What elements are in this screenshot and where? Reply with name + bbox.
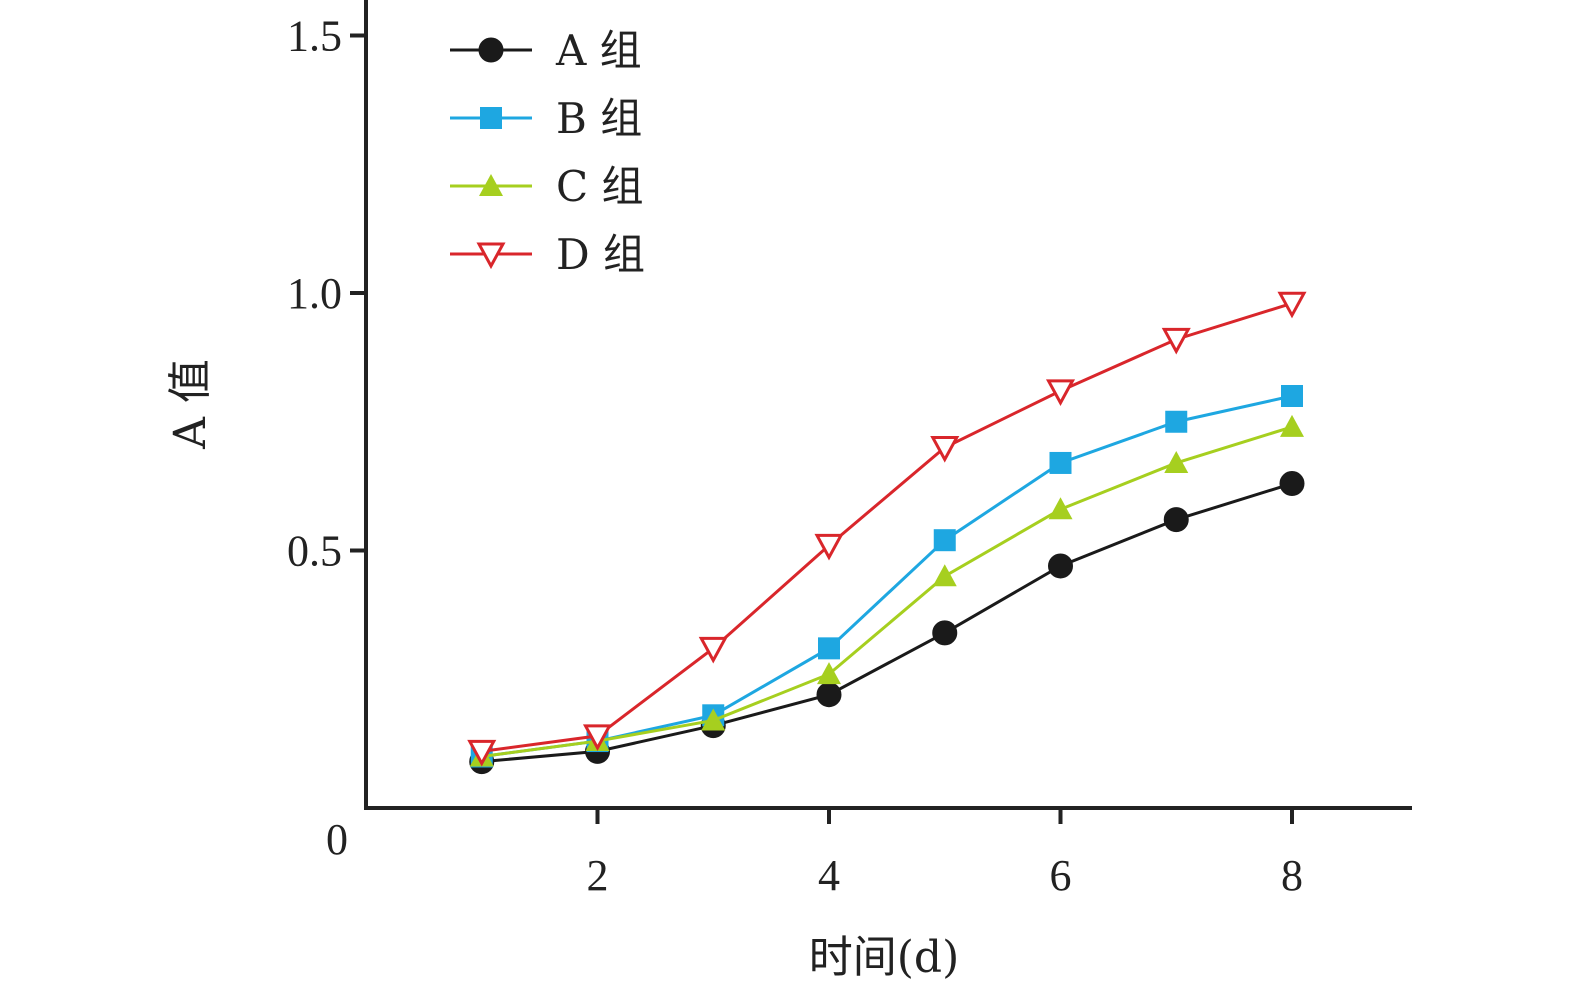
series-d: [467, 291, 1307, 767]
legend-label: D 组: [556, 230, 645, 279]
series-b-point: [933, 529, 956, 552]
y-tick-label: 0.5: [287, 527, 342, 576]
series-a-point: [1279, 471, 1305, 497]
series-c: [469, 414, 1304, 767]
legend-marker: [479, 174, 503, 196]
x-tick-label: 4: [818, 851, 840, 900]
series-b-point: [818, 637, 840, 660]
series-a-line: [481, 482, 1293, 764]
series-c-point: [817, 662, 841, 685]
legend-label: B 组: [556, 94, 642, 143]
series-d-point: [698, 636, 728, 664]
legend-item-b: B 组: [450, 94, 642, 143]
series-a-point: [1163, 507, 1189, 533]
series-a-point: [1048, 553, 1073, 579]
series-b-point: [1165, 410, 1188, 433]
series-c-point: [1048, 497, 1073, 520]
series-d-point: [582, 724, 613, 752]
y-tick-label: 1.0: [287, 269, 342, 318]
series-d-point: [467, 739, 497, 767]
series-d-line: [481, 301, 1293, 753]
series-b-point: [1281, 385, 1303, 407]
x-axis-title: 时间(d): [809, 932, 960, 983]
x-tick-label: 2: [587, 851, 609, 900]
series-d-point: [1045, 379, 1076, 406]
series-d-point: [930, 436, 960, 463]
origin-label: 0: [326, 815, 348, 864]
legend: A 组 B 组 C 组 D 组: [450, 26, 645, 279]
legend-marker: [478, 37, 504, 63]
series-a-point: [816, 682, 842, 708]
series: [467, 291, 1307, 775]
series-d-point: [1161, 327, 1191, 355]
series-c-line: [481, 425, 1293, 758]
legend-marker: [480, 107, 502, 129]
y-tick-label: 1.5: [287, 12, 342, 61]
series-d-point: [1277, 291, 1307, 319]
series-c-point: [1280, 414, 1304, 437]
ticks: 0.5 1.0 1.5 2 4 6 8: [287, 12, 1303, 901]
series-b-line: [481, 394, 1293, 758]
series-c-point: [932, 564, 957, 587]
series-b: [470, 385, 1303, 768]
x-tick-label: 8: [1281, 851, 1303, 900]
x-tick-label: 6: [1050, 851, 1072, 900]
legend-label: C 组: [556, 162, 644, 211]
legend-item-a: A 组: [450, 26, 642, 75]
legend-marker: [476, 242, 506, 270]
axes: [364, 0, 1412, 810]
legend-label: A 组: [555, 26, 642, 75]
series-c-point: [1164, 450, 1189, 473]
legend-item-c: C 组: [450, 162, 644, 211]
series-a-point: [932, 620, 958, 646]
series-c-point: [701, 708, 726, 731]
legend-item-d: D 组: [450, 230, 645, 279]
series-b-point: [1049, 451, 1072, 474]
series-d-point: [814, 533, 844, 561]
y-axis-title: A 值: [165, 359, 216, 450]
